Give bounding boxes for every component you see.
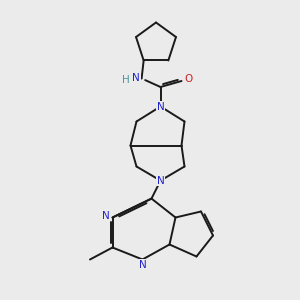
Text: O: O	[184, 74, 192, 85]
Text: N: N	[157, 176, 164, 186]
Text: N: N	[139, 260, 147, 270]
Text: H: H	[122, 75, 130, 85]
Text: N: N	[102, 211, 110, 221]
Text: N: N	[132, 73, 140, 83]
Text: N: N	[157, 101, 164, 112]
